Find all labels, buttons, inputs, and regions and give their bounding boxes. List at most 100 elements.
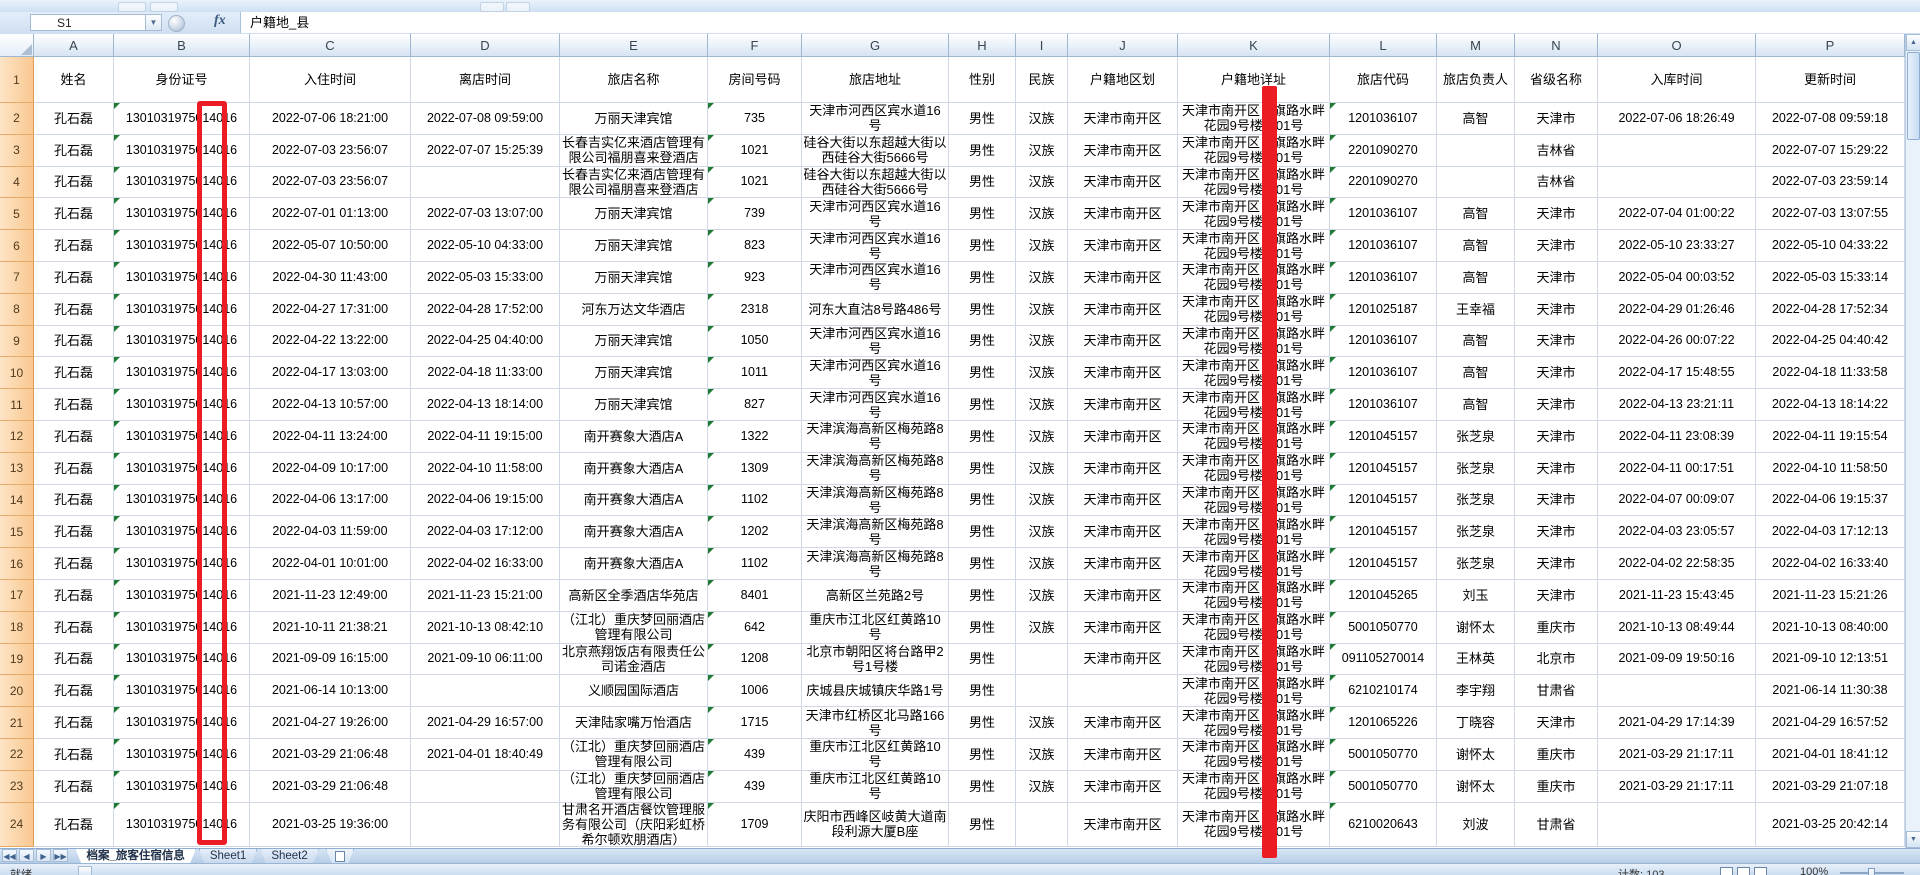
cell-I18[interactable]: 汉族 [1016, 611, 1068, 644]
cell-M2[interactable]: 高智 [1437, 103, 1515, 135]
cell-J13[interactable]: 天津市南开区 [1068, 452, 1178, 485]
cell-O14[interactable]: 2022-04-07 00:09:07 [1598, 484, 1756, 517]
cell-N10[interactable]: 天津市 [1515, 357, 1598, 390]
cell-M23[interactable]: 谢怀太 [1437, 770, 1515, 803]
cell-F9[interactable]: 1050 [708, 325, 802, 358]
cell-D13[interactable]: 2022-04-10 11:58:00 [411, 452, 560, 485]
page-break-view-icon[interactable] [1754, 867, 1767, 875]
cell-A2[interactable]: 孔石磊 [34, 103, 114, 135]
cell-A21[interactable]: 孔石磊 [34, 707, 114, 739]
cell-I11[interactable]: 汉族 [1016, 389, 1068, 421]
cell-J5[interactable]: 天津市南开区 [1068, 198, 1178, 231]
cell-G13[interactable]: 天津滨海高新区梅苑路8号 [802, 452, 949, 485]
cell-L21[interactable]: 1201065226 [1330, 707, 1437, 739]
cell-A10[interactable]: 孔石磊 [34, 357, 114, 390]
cell-E15[interactable]: 南开赛象大酒店A [560, 516, 708, 549]
cell-B24[interactable]: 1301031975014016 [114, 802, 250, 847]
cell-A8[interactable]: 孔石磊 [34, 293, 114, 326]
zoom-slider[interactable] [1840, 868, 1904, 875]
first-sheet-icon[interactable]: ◀◀ [2, 849, 17, 862]
name-box-dropdown-icon[interactable]: ▼ [145, 14, 162, 31]
cell-L8[interactable]: 1201025187 [1330, 293, 1437, 326]
column-header-P[interactable]: P [1756, 34, 1905, 57]
cell-M24[interactable]: 刘波 [1437, 802, 1515, 847]
cell-M20[interactable]: 李宇翔 [1437, 675, 1515, 708]
cell-F5[interactable]: 739 [708, 198, 802, 231]
cell-E5[interactable]: 万丽天津宾馆 [560, 198, 708, 231]
row-header-4[interactable]: 4 [0, 166, 34, 199]
cell-A3[interactable]: 孔石磊 [34, 134, 114, 167]
cell-K5[interactable]: 天津市南开区 旗路水畔 花园9号楼 01号 [1178, 198, 1330, 231]
cell-E11[interactable]: 万丽天津宾馆 [560, 389, 708, 421]
cell-D9[interactable]: 2022-04-25 04:40:00 [411, 325, 560, 358]
cell-E8[interactable]: 河东万达文华酒店 [560, 293, 708, 326]
cell-I1[interactable]: 民族 [1016, 57, 1068, 103]
cell-C8[interactable]: 2022-04-27 17:31:00 [250, 293, 411, 326]
column-header-E[interactable]: E [560, 34, 708, 57]
cell-B19[interactable]: 1301031975014016 [114, 643, 250, 676]
cell-D19[interactable]: 2021-09-10 06:11:00 [411, 643, 560, 676]
cell-B8[interactable]: 1301031975014016 [114, 293, 250, 326]
column-header-N[interactable]: N [1515, 34, 1598, 57]
column-header-F[interactable]: F [708, 34, 802, 57]
cell-M4[interactable] [1437, 166, 1515, 199]
column-header-G[interactable]: G [802, 34, 949, 57]
cell-A18[interactable]: 孔石磊 [34, 611, 114, 644]
cell-B13[interactable]: 1301031975014016 [114, 452, 250, 485]
cell-I20[interactable] [1016, 675, 1068, 708]
column-header-A[interactable]: A [34, 34, 114, 57]
cell-H9[interactable]: 男性 [949, 325, 1016, 358]
cell-P8[interactable]: 2022-04-28 17:52:34 [1756, 293, 1905, 326]
cell-H2[interactable]: 男性 [949, 103, 1016, 135]
cell-B21[interactable]: 1301031975014016 [114, 707, 250, 739]
column-header-B[interactable]: B [114, 34, 250, 57]
row-header-12[interactable]: 12 [0, 420, 34, 453]
cell-G18[interactable]: 重庆市江北区红黄路10号 [802, 611, 949, 644]
cell-J15[interactable]: 天津市南开区 [1068, 516, 1178, 549]
cell-E10[interactable]: 万丽天津宾馆 [560, 357, 708, 390]
cell-D5[interactable]: 2022-07-03 13:07:00 [411, 198, 560, 231]
cell-N2[interactable]: 天津市 [1515, 103, 1598, 135]
zoom-slider-knob[interactable] [1868, 868, 1875, 875]
row-header-18[interactable]: 18 [0, 611, 34, 644]
cell-A20[interactable]: 孔石磊 [34, 675, 114, 708]
cell-A19[interactable]: 孔石磊 [34, 643, 114, 676]
cell-H15[interactable]: 男性 [949, 516, 1016, 549]
cell-C20[interactable]: 2021-06-14 10:13:00 [250, 675, 411, 708]
cell-D2[interactable]: 2022-07-08 09:59:00 [411, 103, 560, 135]
cell-K12[interactable]: 天津市南开区 旗路水畔 花园9号楼 01号 [1178, 420, 1330, 453]
cell-P5[interactable]: 2022-07-03 13:07:55 [1756, 198, 1905, 231]
row-header-20[interactable]: 20 [0, 675, 34, 708]
cell-J3[interactable]: 天津市南开区 [1068, 134, 1178, 167]
column-header-O[interactable]: O [1598, 34, 1756, 57]
cell-C7[interactable]: 2022-04-30 11:43:00 [250, 261, 411, 294]
column-header-M[interactable]: M [1437, 34, 1515, 57]
cell-P23[interactable]: 2021-03-29 21:07:18 [1756, 770, 1905, 803]
cell-F1[interactable]: 房间号码 [708, 57, 802, 103]
scroll-up-icon[interactable]: ▲ [1906, 34, 1920, 51]
cell-B23[interactable]: 1301031975014016 [114, 770, 250, 803]
cell-G8[interactable]: 河东大直沽8号路486号 [802, 293, 949, 326]
row-header-3[interactable]: 3 [0, 134, 34, 167]
cell-D16[interactable]: 2022-04-02 16:33:00 [411, 548, 560, 580]
cell-N21[interactable]: 天津市 [1515, 707, 1598, 739]
cell-O7[interactable]: 2022-05-04 00:03:52 [1598, 261, 1756, 294]
cell-N8[interactable]: 天津市 [1515, 293, 1598, 326]
cell-D22[interactable]: 2021-04-01 18:40:49 [411, 738, 560, 771]
cell-J19[interactable]: 天津市南开区 [1068, 643, 1178, 676]
cell-F19[interactable]: 1208 [708, 643, 802, 676]
cell-J21[interactable]: 天津市南开区 [1068, 707, 1178, 739]
cell-A9[interactable]: 孔石磊 [34, 325, 114, 358]
cell-C4[interactable]: 2022-07-03 23:56:07 [250, 166, 411, 199]
cell-H23[interactable]: 男性 [949, 770, 1016, 803]
cell-K4[interactable]: 天津市南开区 旗路水畔 花园9号楼 01号 [1178, 166, 1330, 199]
cell-N23[interactable]: 重庆市 [1515, 770, 1598, 803]
cell-L15[interactable]: 1201045157 [1330, 516, 1437, 549]
cell-N15[interactable]: 天津市 [1515, 516, 1598, 549]
cell-D4[interactable] [411, 166, 560, 199]
cell-D15[interactable]: 2022-04-03 17:12:00 [411, 516, 560, 549]
cell-A12[interactable]: 孔石磊 [34, 420, 114, 453]
cell-A5[interactable]: 孔石磊 [34, 198, 114, 231]
cell-O17[interactable]: 2021-11-23 15:43:45 [1598, 579, 1756, 612]
cell-M21[interactable]: 丁晓容 [1437, 707, 1515, 739]
